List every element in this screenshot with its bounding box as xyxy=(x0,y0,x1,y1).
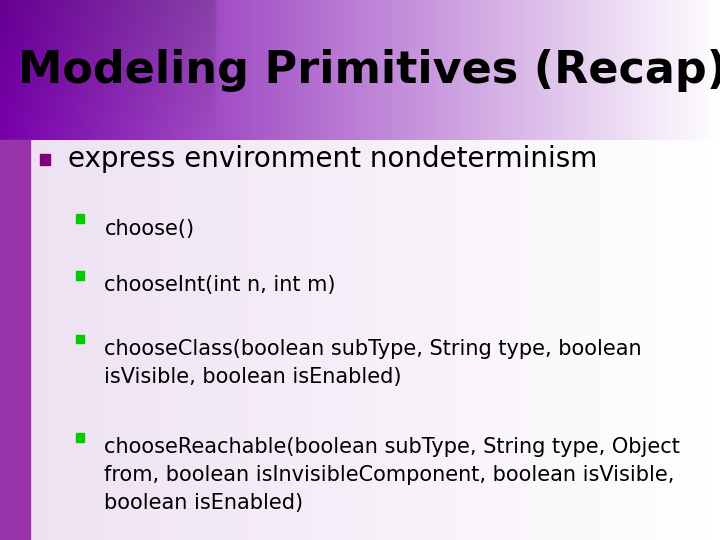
Bar xyxy=(76,433,84,442)
Text: choose(): choose() xyxy=(104,219,194,239)
Text: Modeling Primitives (Recap): Modeling Primitives (Recap) xyxy=(18,49,720,92)
Text: chooseInt(int n, int m): chooseInt(int n, int m) xyxy=(104,275,336,295)
Bar xyxy=(76,334,84,343)
Bar xyxy=(76,214,84,223)
Text: chooseReachable(boolean subType, String type, Object
from, boolean isInvisibleCo: chooseReachable(boolean subType, String … xyxy=(104,437,680,514)
Bar xyxy=(40,154,50,165)
Text: express environment nondeterminism: express environment nondeterminism xyxy=(68,145,598,173)
Bar xyxy=(0,140,30,540)
Bar xyxy=(76,271,84,280)
Text: chooseClass(boolean subType, String type, boolean
isVisible, boolean isEnabled): chooseClass(boolean subType, String type… xyxy=(104,339,642,387)
